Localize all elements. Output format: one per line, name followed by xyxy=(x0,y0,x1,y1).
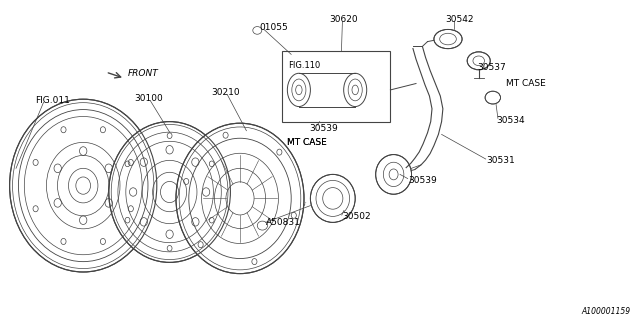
Text: 30534: 30534 xyxy=(496,116,525,125)
Text: 01055: 01055 xyxy=(259,23,288,32)
Text: MT CASE: MT CASE xyxy=(506,79,545,88)
Text: 30210: 30210 xyxy=(211,88,240,97)
Text: MT CASE: MT CASE xyxy=(287,138,326,147)
Text: 30539: 30539 xyxy=(309,124,338,132)
Text: FIG.011: FIG.011 xyxy=(35,96,70,105)
Ellipse shape xyxy=(310,174,355,222)
Text: 30537: 30537 xyxy=(477,63,506,72)
Ellipse shape xyxy=(376,155,412,194)
Ellipse shape xyxy=(485,91,500,104)
Text: FIG.110: FIG.110 xyxy=(288,61,320,70)
Text: 30502: 30502 xyxy=(342,212,371,221)
Text: 30531: 30531 xyxy=(486,156,515,164)
Ellipse shape xyxy=(467,52,490,70)
Text: 30100: 30100 xyxy=(134,94,163,103)
Text: FRONT: FRONT xyxy=(128,69,159,78)
Ellipse shape xyxy=(109,122,230,262)
Text: 30542: 30542 xyxy=(445,15,474,24)
Text: A50831: A50831 xyxy=(266,218,300,227)
Text: 30539: 30539 xyxy=(408,176,437,185)
Ellipse shape xyxy=(10,99,157,272)
Text: MT CASE: MT CASE xyxy=(287,138,326,147)
Text: 30620: 30620 xyxy=(330,15,358,24)
Ellipse shape xyxy=(434,29,462,49)
Ellipse shape xyxy=(176,123,304,274)
Text: A100001159: A100001159 xyxy=(581,308,630,316)
FancyBboxPatch shape xyxy=(282,51,390,122)
